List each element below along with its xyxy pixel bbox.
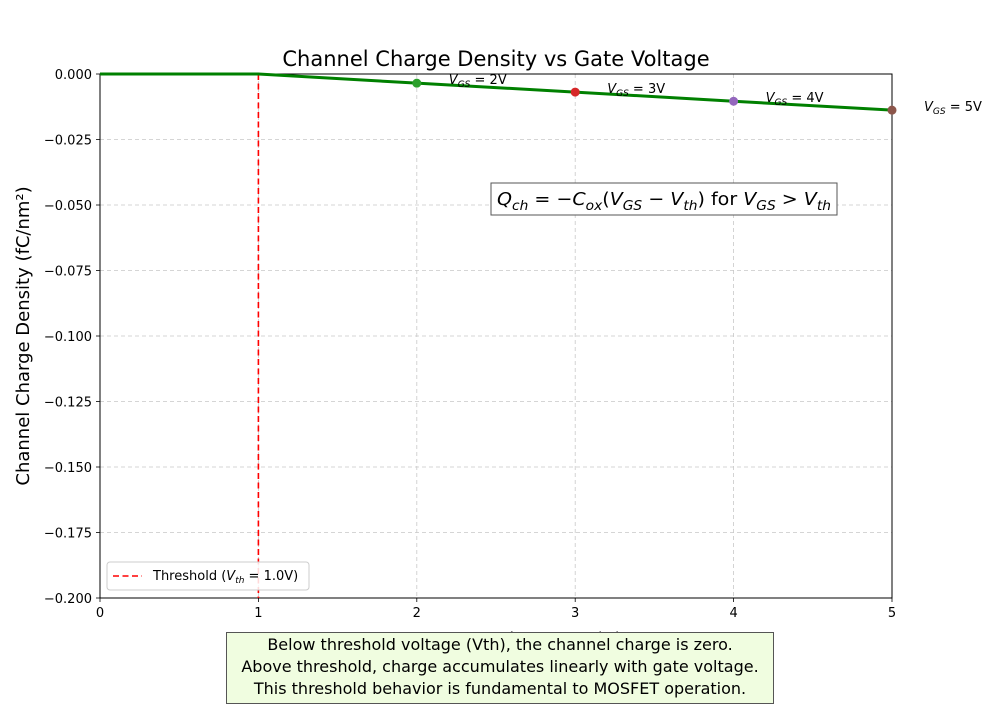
series — [100, 72, 897, 598]
x-tick-label: 0 — [96, 606, 104, 621]
point-label: VGS = 2V — [449, 73, 507, 90]
x-tick-label: 3 — [571, 606, 579, 621]
legend: Threshold (Vth = 1.0V) — [106, 561, 310, 591]
plot-frame — [99, 73, 893, 599]
legend-frame — [106, 561, 310, 591]
point-label: VGS = 4V — [766, 91, 824, 108]
y-tick-label: −0.125 — [44, 396, 92, 411]
charge-density-line — [100, 72, 893, 112]
x-tick-label: 1 — [254, 606, 262, 621]
equation-box-frame — [490, 182, 838, 216]
data-point — [570, 87, 580, 97]
note-line: Above threshold, charge accumulates line… — [241, 657, 759, 676]
y-tick-label: −0.100 — [44, 330, 92, 345]
legend-label: Threshold (Vth = 1.0V) — [152, 569, 298, 586]
equation-text: Qch = − Cox(VGS − Vth) for VGS > Vth — [497, 189, 831, 214]
x-tick-label: 2 — [413, 606, 421, 621]
x-tick-label: 4 — [729, 606, 737, 621]
y-tick-label: −0.175 — [44, 527, 92, 542]
data-point — [412, 78, 422, 88]
y-tick-label: 0.000 — [55, 68, 92, 83]
y-tick-label: −0.075 — [44, 265, 92, 280]
chart-title: Channel Charge Density vs Gate Voltage — [282, 47, 709, 71]
y-tick-label: −0.050 — [44, 199, 92, 214]
data-point — [729, 96, 739, 106]
y-tick-label: −0.150 — [44, 461, 92, 476]
axes: 0 1 2 3 4 5 0.000 −0.025 −0.050 −0.075 −0.100 −0.12… — [44, 68, 896, 621]
point-label: VGS = 5V — [924, 100, 982, 117]
x-tick-label: 5 — [888, 606, 896, 621]
equation-box: Qch = − Cox(VGS − Vth) for VGS > Vth — [490, 182, 838, 216]
y-axis-label: Channel Charge Density (fC/nm²) — [13, 186, 34, 485]
note-line: This threshold behavior is fundamental t… — [253, 679, 747, 698]
note-line: Below threshold voltage (Vth), the chann… — [267, 635, 733, 654]
y-tick-label: −0.025 — [44, 134, 92, 149]
data-point — [887, 105, 897, 115]
y-tick-label: −0.200 — [44, 592, 92, 607]
point-label: VGS = 3V — [607, 82, 665, 99]
explanation-note: Below threshold voltage (Vth), the chann… — [226, 632, 774, 704]
